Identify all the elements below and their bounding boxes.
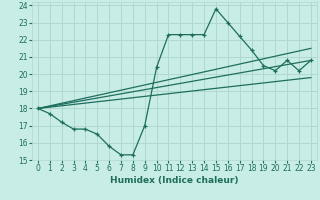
- X-axis label: Humidex (Indice chaleur): Humidex (Indice chaleur): [110, 176, 239, 185]
